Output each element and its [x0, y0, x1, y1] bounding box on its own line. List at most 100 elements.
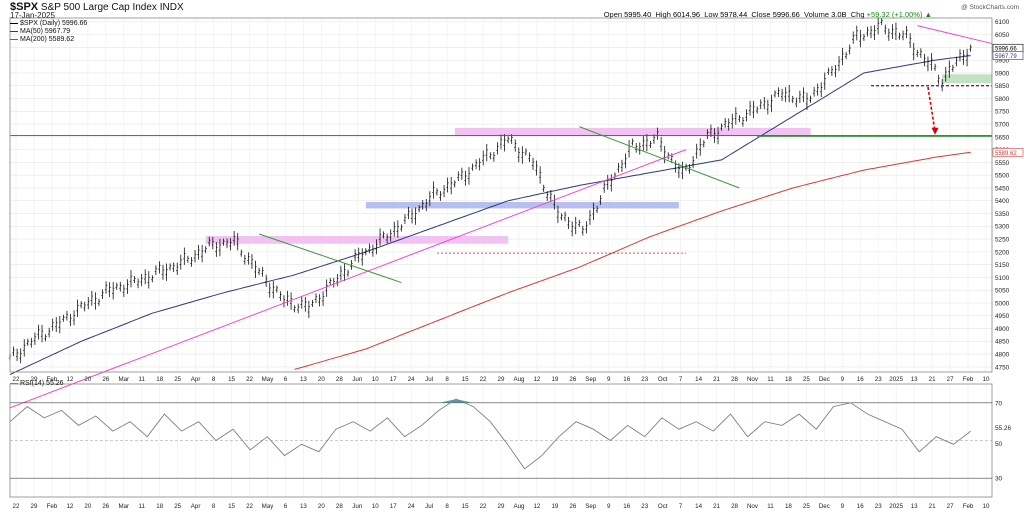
price-bar [350, 259, 353, 270]
price-bar [304, 296, 307, 312]
legend-ma50: MA(50) 5967.79 [10, 28, 87, 36]
highlight-zone [205, 236, 509, 244]
y-tick-label: 5650 [995, 134, 1010, 141]
rsi-x-tick-label: Jul [425, 503, 433, 510]
rsi-x-tick-label: 14 [695, 503, 702, 510]
price-bar [332, 277, 335, 288]
x-tick-label: 28 [731, 376, 738, 383]
rsi-tick-label: 70 [995, 400, 1003, 407]
rsi-x-tick-label: 9 [607, 503, 611, 510]
price-tag-box [992, 147, 1024, 157]
price-bar [158, 261, 161, 274]
price-bar [923, 53, 926, 67]
price-bar [805, 92, 809, 110]
price-bar [428, 191, 432, 207]
price-bar [574, 216, 577, 235]
price-bar [289, 292, 293, 310]
price-bar [969, 44, 972, 52]
highlight-zone [454, 127, 811, 136]
price-bar [773, 90, 777, 98]
x-tick-label: 23 [641, 376, 648, 383]
projection-arrow-head [931, 127, 939, 135]
price-bar [457, 171, 460, 182]
rsi-x-tick-label: 29 [31, 503, 38, 510]
chart-name: S&P 500 Large Cap Index [40, 2, 157, 13]
price-bar [268, 282, 271, 298]
price-bar [229, 238, 232, 251]
x-tick-label: 8 [445, 376, 449, 383]
price-bar [33, 332, 37, 345]
x-tick-label: 15 [228, 376, 235, 383]
price-bar [844, 51, 848, 60]
price-bar [211, 237, 215, 250]
price-bar [90, 290, 94, 306]
y-tick-label: 5550 [995, 160, 1010, 167]
price-bar [791, 95, 794, 104]
price-bar [414, 207, 417, 225]
x-tick-label: 11 [767, 376, 774, 383]
price-bar [869, 25, 873, 39]
x-tick-label: 28 [336, 376, 343, 383]
rsi-x-tick-label: 13 [911, 503, 918, 510]
y-tick-label: 4750 [995, 364, 1010, 371]
x-tick-label: 25 [174, 376, 181, 383]
x-tick-label: 14 [695, 376, 702, 383]
price-bar [446, 177, 449, 193]
price-bar [72, 310, 76, 326]
rsi-x-tick-label: 2025 [889, 503, 903, 510]
x-tick-label: May [262, 376, 275, 383]
price-bar [58, 315, 62, 334]
price-bar [314, 293, 318, 304]
price-bar [841, 47, 844, 66]
price-bar [375, 239, 378, 255]
rsi-tick-label: 30 [995, 476, 1003, 483]
price-bar [382, 231, 385, 239]
rsi-x-tick-label: 8 [445, 503, 449, 510]
y-tick-label: 4950 [995, 313, 1010, 320]
price-bar [645, 133, 649, 152]
x-tick-label: Dec [819, 376, 830, 383]
legend-ma200: MA(200) 5589.62 [10, 36, 87, 44]
x-tick-label: Aug [513, 376, 525, 383]
price-bar [506, 136, 510, 144]
x-tick-label: 22 [246, 376, 253, 383]
price-bar [172, 262, 175, 273]
price-bar [638, 142, 641, 155]
price-bar [891, 24, 894, 39]
x-tick-label: Feb [963, 376, 974, 383]
price-bar [812, 86, 816, 97]
price-bar [76, 299, 79, 317]
rsi-x-tick-label: Nov [747, 503, 759, 510]
price-bar [933, 63, 937, 71]
price-bar [389, 229, 392, 242]
price-bar [930, 53, 933, 71]
price-bar [674, 160, 677, 173]
rsi-x-tick-label: 28 [731, 503, 738, 510]
price-bar [876, 17, 880, 35]
price-bar [560, 213, 563, 221]
y-tick-label: 4900 [995, 326, 1010, 333]
price-bar [887, 28, 891, 41]
price-bar [449, 176, 453, 195]
price-bar [243, 254, 247, 265]
price-bar [748, 100, 752, 116]
price-bar [154, 265, 158, 276]
price-bar [136, 278, 140, 289]
summer-down-line [579, 126, 740, 189]
x-tick-label: Oct [658, 376, 668, 383]
price-bar [546, 191, 549, 201]
price-bar [823, 72, 826, 90]
x-tick-label: 23 [875, 376, 882, 383]
price-bar [699, 138, 702, 156]
price-bar [763, 96, 766, 110]
price-bar [168, 263, 172, 271]
x-tick-label: 10 [983, 376, 990, 383]
price-bar [364, 248, 367, 256]
x-tick-label: 17 [390, 376, 397, 383]
price-bar [873, 25, 876, 41]
price-bar [578, 219, 581, 227]
x-tick-label: 26 [569, 376, 576, 383]
x-tick-label: Sep [585, 376, 597, 383]
price-bar [965, 48, 969, 67]
price-bar [755, 106, 759, 114]
